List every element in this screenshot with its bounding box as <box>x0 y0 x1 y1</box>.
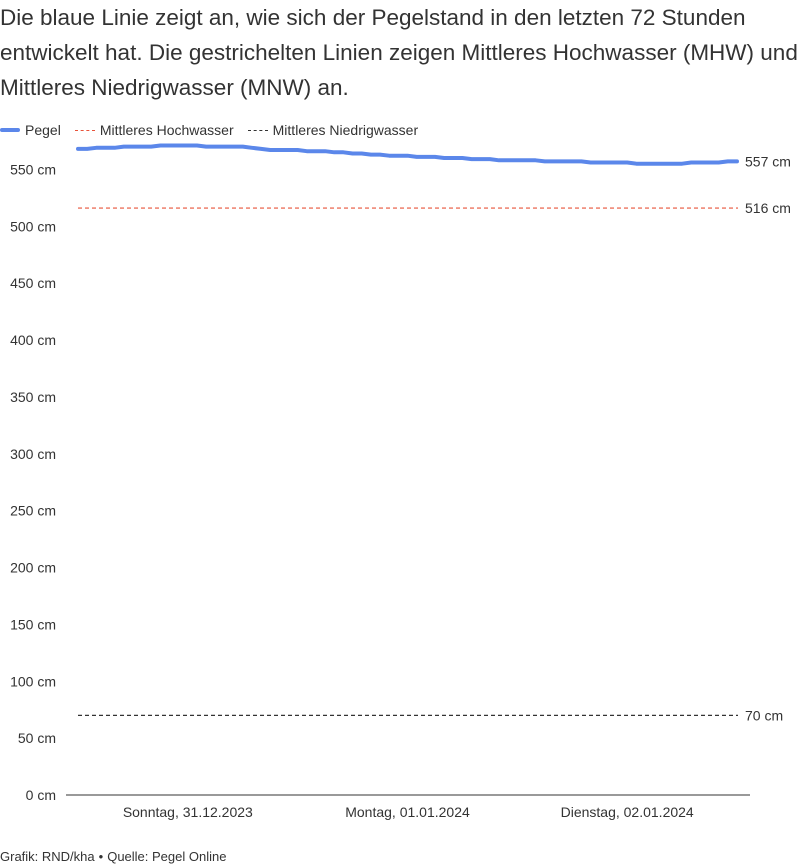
y-tick-label: 300 cm <box>10 446 56 462</box>
y-tick-label: 100 cm <box>10 673 56 689</box>
y-tick-label: 550 cm <box>10 161 56 177</box>
legend-label-mnw: Mittleres Niedrigwasser <box>272 122 419 138</box>
y-tick-label: 150 cm <box>10 616 56 632</box>
footer-separator: • <box>98 849 104 864</box>
footer-credit: Grafik: RND/kha <box>0 849 95 864</box>
legend-label-pegel: Pegel <box>25 122 61 138</box>
chart-subtitle: Die blaue Linie zeigt an, wie sich der P… <box>0 5 798 100</box>
y-tick-label: 250 cm <box>10 503 56 519</box>
y-tick-label: 50 cm <box>18 730 56 746</box>
y-tick-label: 0 cm <box>26 787 56 803</box>
footer-source: Quelle: Pegel Online <box>107 849 227 864</box>
x-tick-label: Montag, 01.01.2024 <box>345 804 470 820</box>
legend-swatch-pegel <box>0 128 20 132</box>
water-level-chart: 0 cm 50 cm 100 cm 150 cm 200 cm 250 cm 300 cm 3… <box>10 143 791 820</box>
series-end-label: 557 cm <box>745 153 791 169</box>
legend-swatch-mhw <box>74 129 95 131</box>
y-tick-label: 450 cm <box>10 275 56 291</box>
legend-item-pegel[interactable]: Pegel <box>0 122 61 138</box>
chart-footer: Grafik: RND/kha • Quelle: Pegel Online <box>0 849 226 864</box>
reference-line-label: 516 cm <box>745 200 791 216</box>
y-tick-label: 400 cm <box>10 332 56 348</box>
y-tick-label: 500 cm <box>10 218 56 234</box>
chart-legend: Pegel Mittleres Hochwasser Mittleres Nie… <box>0 120 432 140</box>
legend-item-mnw[interactable]: Mittleres Niedrigwasser <box>247 122 419 138</box>
legend-label-mhw: Mittleres Hochwasser <box>99 122 234 138</box>
y-tick-label: 350 cm <box>10 389 56 405</box>
x-tick-label: Sonntag, 31.12.2023 <box>123 804 253 820</box>
y-tick-label: 200 cm <box>10 560 56 576</box>
x-tick-label: Dienstag, 02.01.2024 <box>561 804 694 820</box>
series-line-pegel <box>76 143 739 166</box>
legend-swatch-mnw <box>247 129 268 131</box>
legend-item-mhw[interactable]: Mittleres Hochwasser <box>74 122 234 138</box>
reference-line-label: 70 cm <box>745 707 783 723</box>
